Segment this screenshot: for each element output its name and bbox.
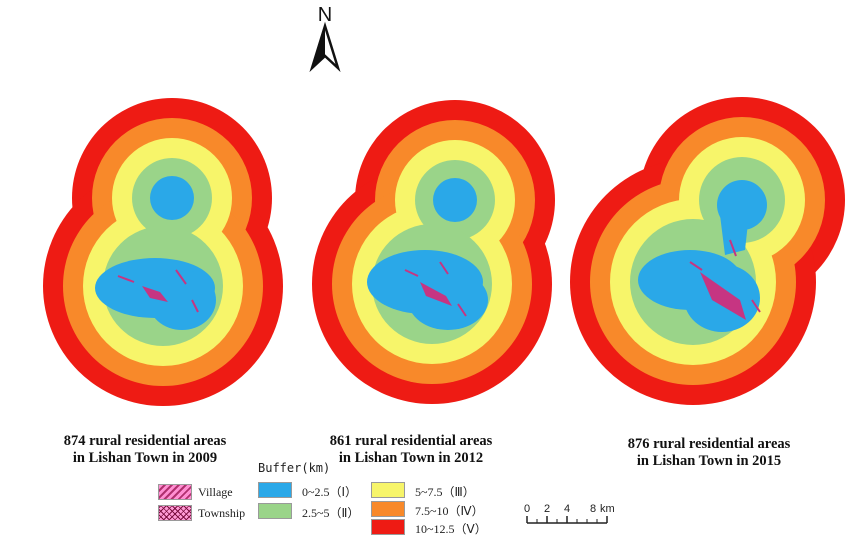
- legend-title: Buffer(km): [258, 461, 331, 475]
- buffer-swatch-3: [371, 482, 405, 498]
- buffer-map-2009: [43, 98, 283, 406]
- scale-tick-4: 4: [564, 503, 571, 515]
- buffer-swatch-2: [258, 503, 292, 519]
- buffer-ring-2.5km: [367, 178, 488, 330]
- legend-label: Village: [198, 485, 233, 499]
- legend-label: 7.5~10（Ⅳ）: [415, 504, 484, 518]
- township-crosshatch-icon: [158, 505, 192, 521]
- buffer-swatch-5: [371, 519, 405, 535]
- township-area: [700, 272, 746, 320]
- village-hatch-icon: [158, 484, 192, 500]
- township-area: [142, 286, 168, 302]
- buffer-ring-2.5km: [95, 176, 216, 330]
- caption-2009: 874 rural residential areas in Lishan To…: [30, 433, 260, 467]
- scale-unit: km: [600, 503, 615, 515]
- legend-label: Township: [198, 506, 246, 520]
- caption-line-1: 874 rural residential areas: [63, 433, 227, 449]
- caption-line-2: in Lishan Town in 2015: [636, 453, 782, 469]
- caption-2015: 876 rural residential areas in Lishan To…: [594, 436, 824, 470]
- north-arrow: N: [309, 4, 341, 73]
- caption-line-1: 876 rural residential areas: [627, 436, 791, 452]
- north-label: N: [318, 4, 332, 26]
- legend-label: 10~12.5（Ⅴ）: [415, 522, 487, 536]
- buffer-map-2015: [570, 97, 845, 405]
- buffer-swatch-1: [258, 482, 292, 498]
- scale-tick-2: 2: [544, 503, 551, 515]
- caption-line-1: 861 rural residential areas: [329, 433, 493, 449]
- caption-2012: 861 rural residential areas in Lishan To…: [296, 433, 526, 467]
- legend-label: 0~2.5（Ⅰ）: [302, 485, 358, 499]
- legend-label: 5~7.5（Ⅲ）: [415, 485, 475, 499]
- scale-bar: [526, 516, 608, 524]
- legend-label: 2.5~5（Ⅱ）: [302, 506, 360, 520]
- buffer-swatch-4: [371, 501, 405, 517]
- township-area: [420, 282, 452, 306]
- scale-tick-8: 8: [590, 503, 597, 515]
- caption-line-2: in Lishan Town in 2009: [72, 450, 218, 466]
- scale-tick-0: 0: [524, 503, 531, 515]
- caption-line-2: in Lishan Town in 2012: [338, 450, 484, 466]
- buffer-map-2012: [312, 100, 555, 404]
